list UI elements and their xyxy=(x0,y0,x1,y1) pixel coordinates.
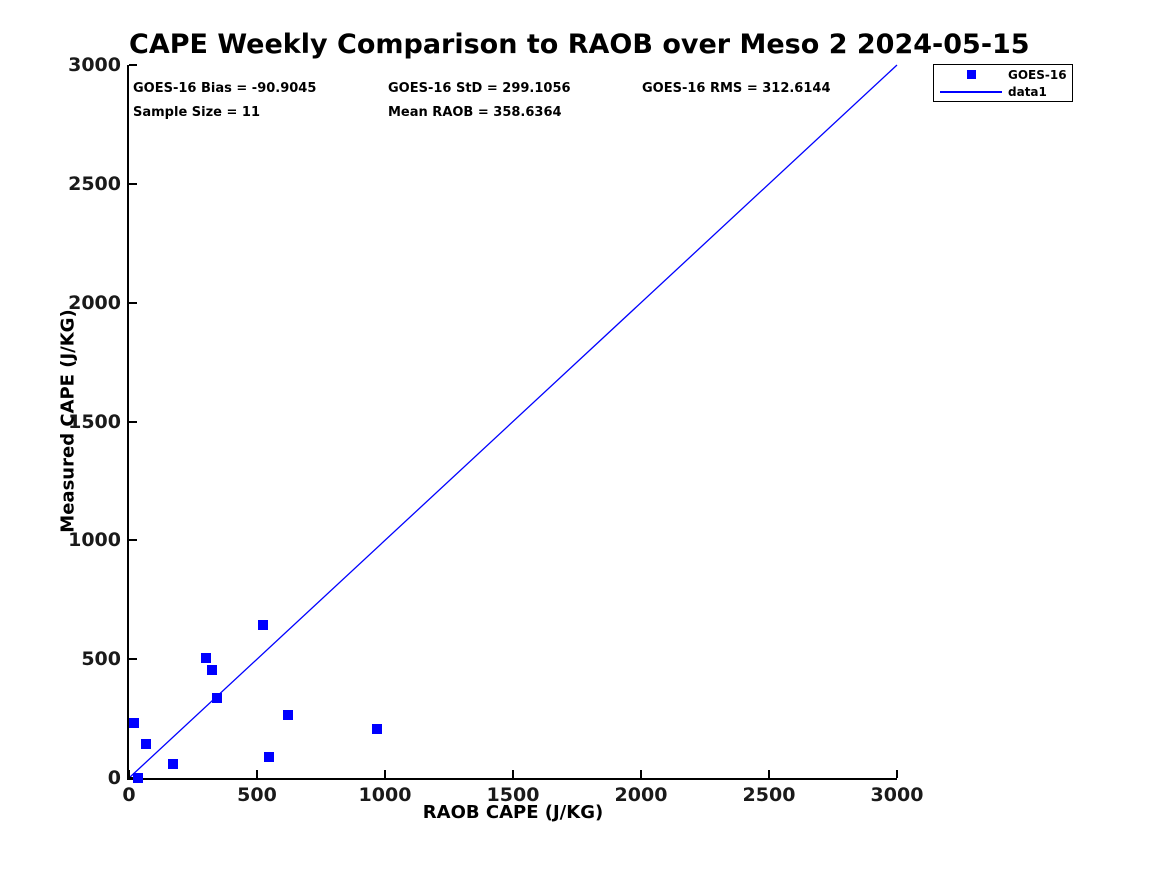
legend-marker-square-icon xyxy=(966,70,976,79)
x-tick-mark xyxy=(896,770,898,778)
y-tick-label: 0 xyxy=(107,767,121,789)
legend-row: data1 xyxy=(934,83,1072,100)
chart-title: CAPE Weekly Comparison to RAOB over Meso… xyxy=(129,29,1030,60)
legend-swatch-area xyxy=(934,70,1008,79)
x-tick-mark xyxy=(640,770,642,778)
y-tick-label: 1500 xyxy=(68,410,121,433)
x-axis-label: RAOB CAPE (J/KG) xyxy=(422,802,604,823)
stat-std: GOES-16 StD = 299.1056 xyxy=(388,81,571,96)
x-tick-mark xyxy=(512,770,514,778)
scatter-point xyxy=(263,751,274,762)
y-tick-mark xyxy=(129,182,137,185)
plot-area xyxy=(127,64,898,783)
x-tick-label: 2000 xyxy=(614,784,668,806)
scatter-point xyxy=(207,664,218,675)
scatter-point xyxy=(282,710,293,721)
x-tick-label: 1000 xyxy=(358,784,412,806)
scatter-point xyxy=(372,724,383,735)
scatter-point xyxy=(140,738,151,749)
y-tick-mark xyxy=(129,64,137,66)
x-tick-mark xyxy=(128,770,130,778)
scatter-point xyxy=(167,758,178,769)
identity-line-layer xyxy=(128,64,898,779)
scatter-point xyxy=(129,718,140,729)
y-tick-mark xyxy=(129,420,137,423)
scatter-point xyxy=(212,693,223,704)
scatter-point xyxy=(132,773,143,783)
legend-label: GOES-16 xyxy=(1008,67,1067,82)
y-tick-label: 2500 xyxy=(68,172,121,195)
x-tick-label: 0 xyxy=(122,784,136,806)
x-tick-label: 2500 xyxy=(742,784,796,806)
legend-label: data1 xyxy=(1008,84,1047,99)
x-tick-mark xyxy=(384,770,386,778)
x-tick-label: 1500 xyxy=(486,784,540,806)
x-tick-mark xyxy=(768,770,770,778)
stat-sample-size: Sample Size = 11 xyxy=(133,105,261,120)
legend-swatch-area xyxy=(934,90,1008,93)
x-tick-label: 500 xyxy=(237,784,277,806)
y-tick-label: 3000 xyxy=(68,54,121,76)
scatter-point xyxy=(200,652,211,663)
y-tick-mark xyxy=(129,658,137,661)
stat-rms: GOES-16 RMS = 312.6144 xyxy=(642,81,831,96)
y-tick-mark xyxy=(129,539,137,542)
legend: GOES-16 data1 xyxy=(933,64,1073,102)
x-tick-mark xyxy=(256,770,258,778)
stat-bias: GOES-16 Bias = -90.9045 xyxy=(133,81,317,96)
y-tick-label: 500 xyxy=(81,648,121,671)
legend-marker-line-icon xyxy=(940,90,1002,93)
identity-line xyxy=(128,64,898,779)
y-tick-label: 2000 xyxy=(68,291,121,314)
stat-mean-raob: Mean RAOB = 358.6364 xyxy=(388,105,562,120)
x-tick-label: 3000 xyxy=(870,784,924,806)
y-tick-label: 1000 xyxy=(68,529,121,552)
scatter-point xyxy=(258,619,269,630)
y-tick-mark xyxy=(129,301,137,304)
legend-row: GOES-16 xyxy=(934,66,1072,83)
